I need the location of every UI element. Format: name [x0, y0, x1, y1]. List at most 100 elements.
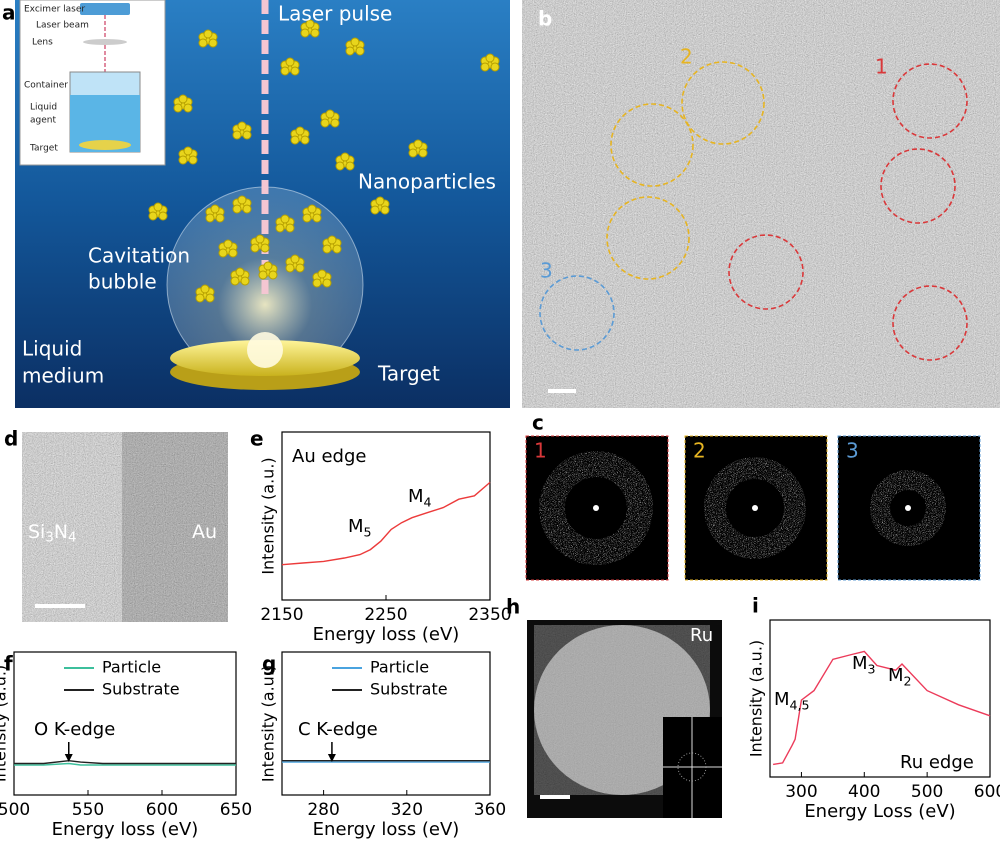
- annotation: M4,5: [774, 689, 810, 712]
- series-line: [772, 650, 991, 766]
- nanoparticle-atom: [153, 202, 163, 212]
- nanoparticle-atom: [325, 109, 335, 119]
- nanoparticle-atom: [290, 254, 300, 264]
- nanoparticle-atom: [418, 148, 428, 158]
- x-tick-label: 600: [974, 782, 1000, 802]
- plot-frame: [13, 651, 237, 796]
- arrow-head: [327, 754, 336, 762]
- annotation: M4: [408, 486, 432, 509]
- nanoparticle-atom: [490, 62, 500, 72]
- nanoparticle-atom: [300, 135, 310, 145]
- nanoparticle-atom: [275, 223, 285, 233]
- y-axis-label: Intensity (a.u.): [747, 640, 766, 757]
- nanoparticle-atom: [218, 248, 228, 258]
- nanoparticle-atom: [345, 161, 355, 171]
- nanoparticle-atom: [340, 152, 350, 162]
- nanoparticle-atom: [330, 118, 340, 128]
- inset-label: Lens: [32, 38, 53, 48]
- nanoparticle-atom: [183, 146, 193, 156]
- region-label: 2: [680, 45, 693, 69]
- nanoparticle-atom: [268, 270, 278, 280]
- x-tick-label: 650: [220, 800, 252, 820]
- legend-label: Substrate: [370, 680, 448, 699]
- nanoparticle-atom: [178, 94, 188, 104]
- region-circle: [892, 63, 968, 139]
- plot-frame: [281, 651, 491, 796]
- inset-label: Laser beam: [36, 21, 89, 31]
- illustration-label: Nanoparticles: [358, 170, 496, 194]
- y-axis-label: Intensity (a.u.): [259, 665, 278, 782]
- x-tick-label: 500: [911, 782, 943, 802]
- x-tick-label: 280: [307, 800, 339, 820]
- annotation: C K-edge: [298, 719, 378, 740]
- inset-lens: [83, 39, 127, 45]
- panel-label: i: [752, 594, 759, 618]
- fft-speckle: [526, 436, 980, 580]
- nanoparticle-atom: [232, 204, 242, 214]
- nanoparticle-atom: [158, 211, 168, 221]
- illustration-label: medium: [22, 364, 104, 388]
- nanoparticle-atom: [302, 213, 312, 223]
- x-tick-label: 400: [848, 782, 880, 802]
- x-tick-label: 500: [0, 800, 30, 820]
- tem-image: [522, 0, 1000, 408]
- text-part: 2: [904, 673, 912, 688]
- material-label: Si3N4: [28, 521, 77, 546]
- nanoparticle-atom: [242, 204, 252, 214]
- illustration-label: Laser pulse: [278, 2, 392, 26]
- x-tick-label: 600: [146, 800, 178, 820]
- x-tick-label: 320: [391, 800, 423, 820]
- annotation: M3: [852, 653, 876, 676]
- nanoparticle-atom: [223, 239, 233, 249]
- inset-label: agent: [30, 116, 56, 126]
- x-axis-label: Energy loss (eV): [313, 819, 460, 840]
- nanoparticle-atom: [290, 66, 300, 76]
- panel-label: h: [506, 595, 520, 619]
- nanoparticle-atom: [237, 121, 247, 131]
- nanoparticle-atom: [300, 28, 310, 38]
- nanoparticle-atom: [317, 269, 327, 279]
- text-part: 3: [45, 531, 53, 546]
- text-part: C K-edge: [298, 719, 378, 740]
- x-tick-label: 550: [72, 800, 104, 820]
- panel-label: e: [250, 427, 264, 451]
- x-axis-label: Energy Loss (eV): [804, 801, 955, 822]
- nanoparticle-atom: [173, 103, 183, 113]
- nanoparticle-atom: [230, 276, 240, 286]
- annotation: M2: [888, 665, 912, 688]
- text-part: Au: [192, 521, 217, 543]
- text-part: M: [852, 653, 868, 674]
- text-part: M: [774, 689, 790, 710]
- arrow-head: [64, 754, 73, 762]
- chart-title: Au edge: [292, 446, 366, 467]
- nanoparticle-atom: [295, 263, 305, 273]
- inset-label: Excimer laser: [24, 5, 85, 15]
- region-circle: [728, 234, 804, 310]
- nanoparticle-atom: [208, 38, 218, 48]
- illustration-label: bubble: [88, 270, 157, 294]
- panel-label: b: [538, 7, 552, 31]
- annotation: M5: [348, 516, 372, 539]
- region-circles: [539, 61, 968, 361]
- fft-tiles: [525, 435, 981, 581]
- region-label: 1: [875, 55, 888, 79]
- panel-label: a: [2, 1, 16, 25]
- nanoparticle-atom: [258, 270, 268, 280]
- region-circle: [892, 285, 968, 361]
- nanoparticle-atom: [307, 204, 317, 214]
- nanoparticle-atom: [485, 53, 495, 63]
- nanoparticle-atom: [210, 204, 220, 214]
- nanoparticle-atom: [285, 263, 295, 273]
- panel-label: f: [4, 652, 13, 676]
- legend-label: Particle: [370, 658, 429, 677]
- nanoparticle-atom: [322, 278, 332, 288]
- nanoparticle-atom: [335, 161, 345, 171]
- text-part: 4: [424, 494, 432, 509]
- text-part: Si: [28, 521, 45, 543]
- scale-bar: [35, 604, 85, 608]
- y-axis-label: Intensity (a.u.): [259, 457, 278, 574]
- nanoparticle-atom: [310, 28, 320, 38]
- nanoparticle-atom: [205, 213, 215, 223]
- nanoparticle-atom: [312, 278, 322, 288]
- nanoparticle-atom: [232, 130, 242, 140]
